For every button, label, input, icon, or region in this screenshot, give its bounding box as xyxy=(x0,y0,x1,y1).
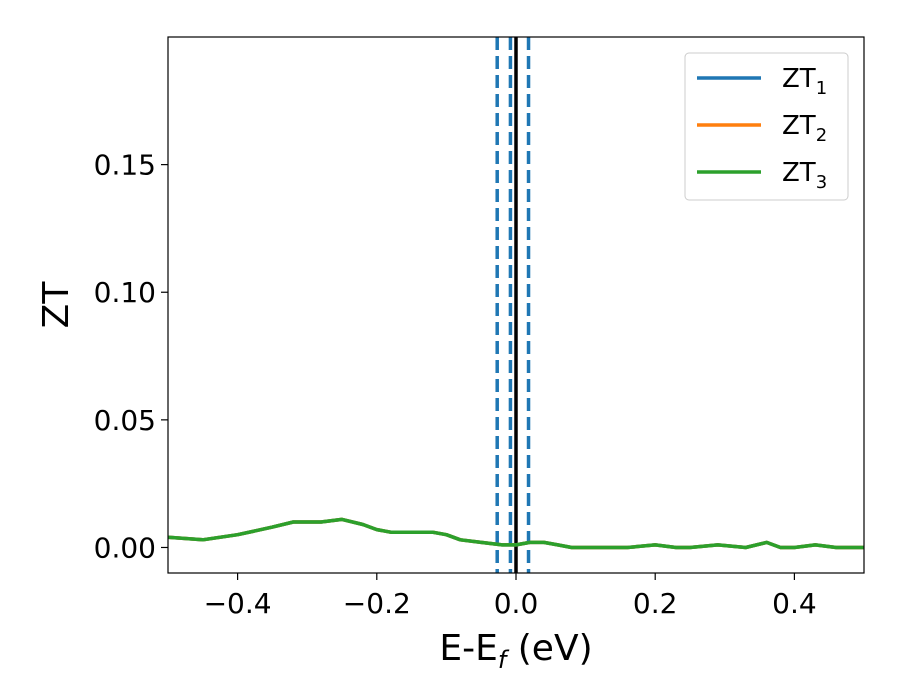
y-axis-label: ZT xyxy=(36,281,77,329)
y-axis-ticks: 0.00 0.05 0.10 0.15 xyxy=(94,149,168,564)
y-tick-label: 0.00 xyxy=(94,531,156,564)
legend-label: ZT1 xyxy=(782,64,827,99)
x-axis-ticks: −0.4 −0.2 0.0 0.2 0.4 xyxy=(204,573,817,620)
series-line-zt3 xyxy=(168,517,864,550)
legend-label: ZT3 xyxy=(782,158,827,193)
legend: ZT1 ZT2 ZT3 xyxy=(684,52,849,201)
y-tick-label: 0.05 xyxy=(94,404,156,437)
x-tick-label: −0.4 xyxy=(204,587,272,620)
y-tick-label: 0.15 xyxy=(94,149,156,182)
x-tick-label: −0.2 xyxy=(343,587,411,620)
y-tick-label: 0.10 xyxy=(94,276,156,309)
series-lines xyxy=(168,517,864,550)
legend-frame xyxy=(684,52,849,201)
vertical-lines xyxy=(495,37,531,573)
x-tick-label: 0.2 xyxy=(633,587,678,620)
legend-label: ZT2 xyxy=(782,111,827,146)
x-axis-label: E-Ef (eV) xyxy=(439,628,592,674)
x-tick-label: 0.0 xyxy=(494,587,539,620)
x-tick-label: 0.4 xyxy=(772,587,817,620)
